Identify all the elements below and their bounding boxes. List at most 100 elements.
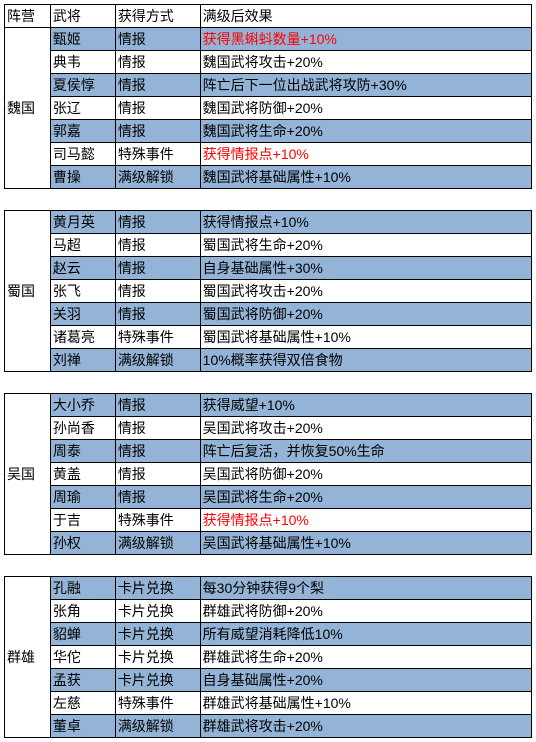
effect-cell: 获得情报点+10% bbox=[200, 143, 531, 166]
method-cell: 卡片兑换 bbox=[115, 600, 200, 623]
table-row: 魏国甄姬情报获得黑蝌蚪数量+10% bbox=[5, 28, 532, 51]
hero-cell: 貂蝉 bbox=[50, 623, 115, 646]
hero-cell: 周瑜 bbox=[50, 486, 115, 509]
hero-cell: 孔融 bbox=[50, 577, 115, 600]
hero-cell: 关羽 bbox=[50, 303, 115, 326]
hero-cell: 孟获 bbox=[50, 669, 115, 692]
effect-cell: 群雄武将防御+20% bbox=[200, 600, 531, 623]
hero-cell: 张角 bbox=[50, 600, 115, 623]
effect-cell: 获得情报点+10% bbox=[200, 211, 531, 234]
table-row: 司马懿特殊事件获得情报点+10% bbox=[5, 143, 532, 166]
method-cell: 满级解锁 bbox=[115, 715, 200, 738]
effect-cell: 每30分钟获得9个梨 bbox=[200, 577, 531, 600]
effect-cell: 蜀国武将攻击+20% bbox=[200, 280, 531, 303]
table-row: 孟获卡片兑换自身基础属性+20% bbox=[5, 669, 532, 692]
spacer-cell bbox=[5, 189, 532, 211]
effect-cell: 获得情报点+10% bbox=[200, 509, 531, 532]
method-cell: 情报 bbox=[115, 74, 200, 97]
spacer-row bbox=[5, 555, 532, 577]
effect-cell: 魏国武将基础属性+10% bbox=[200, 166, 531, 189]
header-hero: 武将 bbox=[50, 5, 115, 28]
method-cell: 满级解锁 bbox=[115, 166, 200, 189]
effect-cell: 群雄武将基础属性+10% bbox=[200, 692, 531, 715]
method-cell: 情报 bbox=[115, 28, 200, 51]
header-camp: 阵营 bbox=[5, 5, 51, 28]
table-row: 华佗卡片兑换群雄武将生命+20% bbox=[5, 646, 532, 669]
table-row: 曹操满级解锁魏国武将基础属性+10% bbox=[5, 166, 532, 189]
table-row: 于吉特殊事件获得情报点+10% bbox=[5, 509, 532, 532]
method-cell: 情报 bbox=[115, 211, 200, 234]
hero-cell: 左慈 bbox=[50, 692, 115, 715]
hero-cell: 孙尚香 bbox=[50, 417, 115, 440]
method-cell: 卡片兑换 bbox=[115, 669, 200, 692]
table-row: 张角卡片兑换群雄武将防御+20% bbox=[5, 600, 532, 623]
hero-cell: 曹操 bbox=[50, 166, 115, 189]
table-row: 诸葛亮特殊事件蜀国武将基础属性+10% bbox=[5, 326, 532, 349]
table-row: 孙尚香情报吴国武将攻击+20% bbox=[5, 417, 532, 440]
method-cell: 特殊事件 bbox=[115, 143, 200, 166]
table-row: 群雄孔融卡片兑换每30分钟获得9个梨 bbox=[5, 577, 532, 600]
method-cell: 情报 bbox=[115, 303, 200, 326]
hero-cell: 甄姬 bbox=[50, 28, 115, 51]
spacer-cell bbox=[5, 555, 532, 577]
table-row: 关羽情报蜀国武将防御+20% bbox=[5, 303, 532, 326]
effect-cell: 吴国武将攻击+20% bbox=[200, 417, 531, 440]
header-method: 获得方式 bbox=[115, 5, 200, 28]
table-row: 马超情报蜀国武将生命+20% bbox=[5, 234, 532, 257]
table-row: 吴国大小乔情报获得威望+10% bbox=[5, 394, 532, 417]
table-row: 郭嘉情报魏国武将生命+20% bbox=[5, 120, 532, 143]
header-effect: 满级后效果 bbox=[200, 5, 531, 28]
effect-cell: 阵亡后下一位出战武将攻防+30% bbox=[200, 74, 531, 97]
table-row: 周泰情报阵亡后复活，并恢复50%生命 bbox=[5, 440, 532, 463]
method-cell: 情报 bbox=[115, 394, 200, 417]
effect-cell: 蜀国武将生命+20% bbox=[200, 234, 531, 257]
effect-cell: 魏国武将生命+20% bbox=[200, 120, 531, 143]
table-row: 刘禅满级解锁10%概率获得双倍食物 bbox=[5, 349, 532, 372]
method-cell: 情报 bbox=[115, 51, 200, 74]
effect-cell: 阵亡后复活，并恢复50%生命 bbox=[200, 440, 531, 463]
hero-cell: 孙权 bbox=[50, 532, 115, 555]
method-cell: 特殊事件 bbox=[115, 326, 200, 349]
method-cell: 情报 bbox=[115, 417, 200, 440]
hero-cell: 夏侯惇 bbox=[50, 74, 115, 97]
hero-cell: 刘禅 bbox=[50, 349, 115, 372]
effect-cell: 吴国武将防御+20% bbox=[200, 463, 531, 486]
hero-cell: 赵云 bbox=[50, 257, 115, 280]
effect-cell: 获得威望+10% bbox=[200, 394, 531, 417]
method-cell: 卡片兑换 bbox=[115, 646, 200, 669]
hero-cell: 华佗 bbox=[50, 646, 115, 669]
hero-cell: 郭嘉 bbox=[50, 120, 115, 143]
table-row: 周瑜情报吴国武将生命+20% bbox=[5, 486, 532, 509]
camp-cell: 蜀国 bbox=[5, 211, 51, 372]
effect-cell: 自身基础属性+30% bbox=[200, 257, 531, 280]
hero-cell: 大小乔 bbox=[50, 394, 115, 417]
hero-cell: 周泰 bbox=[50, 440, 115, 463]
effect-cell: 群雄武将攻击+20% bbox=[200, 715, 531, 738]
hero-cell: 于吉 bbox=[50, 509, 115, 532]
effect-cell: 魏国武将防御+20% bbox=[200, 97, 531, 120]
effect-cell: 吴国武将基础属性+10% bbox=[200, 532, 531, 555]
method-cell: 特殊事件 bbox=[115, 692, 200, 715]
camp-cell: 吴国 bbox=[5, 394, 51, 555]
camp-cell: 魏国 bbox=[5, 28, 51, 189]
table-row: 夏侯惇情报阵亡后下一位出战武将攻防+30% bbox=[5, 74, 532, 97]
table-row: 黄盖情报吴国武将防御+20% bbox=[5, 463, 532, 486]
hero-cell: 张飞 bbox=[50, 280, 115, 303]
hero-cell: 黄月英 bbox=[50, 211, 115, 234]
method-cell: 情报 bbox=[115, 463, 200, 486]
method-cell: 卡片兑换 bbox=[115, 623, 200, 646]
method-cell: 情报 bbox=[115, 97, 200, 120]
effect-cell: 自身基础属性+20% bbox=[200, 669, 531, 692]
table-row: 孙权满级解锁吴国武将基础属性+10% bbox=[5, 532, 532, 555]
method-cell: 卡片兑换 bbox=[115, 577, 200, 600]
table-row: 貂蝉卡片兑换所有威望消耗降低10% bbox=[5, 623, 532, 646]
effect-cell: 所有威望消耗降低10% bbox=[200, 623, 531, 646]
effect-cell: 蜀国武将基础属性+10% bbox=[200, 326, 531, 349]
spacer-row bbox=[5, 189, 532, 211]
hero-cell: 司马懿 bbox=[50, 143, 115, 166]
hero-cell: 典韦 bbox=[50, 51, 115, 74]
header-row: 阵营武将获得方式满级后效果 bbox=[5, 5, 532, 28]
effect-cell: 魏国武将攻击+20% bbox=[200, 51, 531, 74]
method-cell: 特殊事件 bbox=[115, 509, 200, 532]
method-cell: 情报 bbox=[115, 440, 200, 463]
